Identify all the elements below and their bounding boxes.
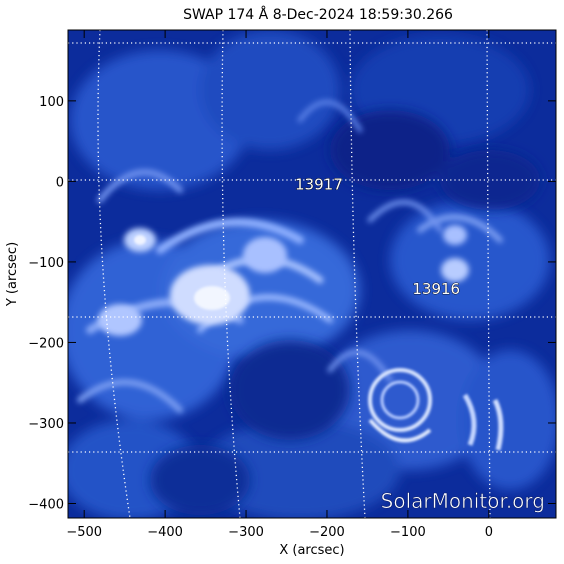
y-tick-label: −200 — [28, 336, 64, 351]
y-tick-label: −100 — [28, 256, 64, 271]
heliographic-grid — [68, 30, 556, 518]
axis-ticks — [68, 30, 556, 518]
x-tick-label: 0 — [485, 525, 493, 540]
region-label-13917: 13917 — [295, 175, 343, 193]
region-labels: 13917 13916 — [295, 175, 461, 298]
y-tick-label: −300 — [28, 417, 64, 432]
x-tick-label: −300 — [228, 525, 264, 540]
watermark: SolarMonitor.org — [381, 489, 545, 513]
plot-frame — [67, 29, 557, 519]
y-tick-label: 100 — [39, 95, 64, 110]
solar-image — [68, 30, 556, 518]
plot-title: SWAP 174 Å 8-Dec-2024 18:59:30.266 — [183, 6, 453, 23]
region-label-13916: 13916 — [412, 280, 460, 298]
x-axis-label: X (arcsec) — [279, 543, 344, 558]
y-tick-label: 0 — [56, 175, 64, 190]
y-axis-label: Y (arcsec) — [5, 242, 20, 307]
x-tick-label: −400 — [147, 525, 183, 540]
x-tick-label: −500 — [66, 525, 102, 540]
x-tick-label: −100 — [390, 525, 426, 540]
y-tick-label: −400 — [28, 498, 64, 513]
axis-tick-labels: −500 −400 −300 −200 −100 01000−100−200−300−40… — [28, 95, 493, 540]
x-tick-label: −200 — [309, 525, 345, 540]
